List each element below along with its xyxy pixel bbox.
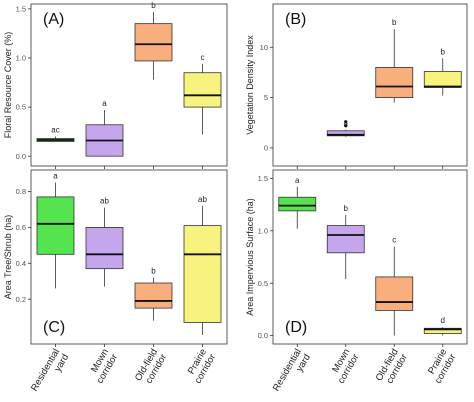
significance-letter: a — [295, 176, 300, 185]
y-tick-label: 0.0 — [258, 331, 268, 340]
x-category-label: Prairiecorridor — [424, 347, 459, 386]
significance-letter: b — [441, 47, 446, 56]
y-tick-label: 1.0 — [258, 226, 268, 235]
panel-frame — [272, 3, 468, 167]
y-axis-label: Area Impervious Surface (ha) — [245, 198, 255, 316]
box-iqr — [85, 227, 124, 270]
y-tick-label: 1.5 — [16, 5, 26, 14]
x-category-label: Old-fieldcorridor — [374, 347, 410, 388]
panel-letter: (D) — [285, 319, 307, 336]
significance-letter: d — [441, 316, 445, 325]
y-tick-label: 0 — [264, 143, 268, 152]
significance-letter: a — [53, 172, 58, 181]
y-tick-label: 0.0 — [16, 152, 26, 161]
box-iqr — [134, 282, 173, 309]
x-category-label: Prairiecorridor — [183, 347, 218, 386]
y-tick-label: 0.5 — [16, 103, 26, 112]
box-iqr — [326, 225, 365, 254]
box-iqr — [423, 71, 462, 88]
significance-letter: c — [201, 53, 205, 62]
x-category-labels: Residentialyard Mowncorridor Old-fieldcorr… — [29, 347, 459, 398]
y-tick-label: 5 — [264, 93, 268, 102]
panel-letter: (A) — [43, 11, 64, 28]
box-iqr — [375, 276, 414, 311]
box-iqr — [183, 72, 222, 108]
y-tick-label: 0.4 — [16, 259, 26, 268]
y-axis-label: Floral Resource Cover (%) — [3, 32, 13, 139]
outlier-point — [344, 124, 348, 128]
panel-frame — [272, 169, 468, 345]
y-tick-label: 0.2 — [16, 295, 26, 304]
significance-letter: a — [344, 119, 349, 128]
y-tick-label: 0.8 — [16, 187, 26, 196]
y-axis-label: Vegetation Density Index — [245, 35, 255, 135]
x-category-label: Residentialyard — [271, 347, 313, 398]
x-category-label: Residentialyard — [29, 347, 71, 398]
panel-c: 0.2 0.4 0.6 0.8 Area Tree/Shrub (ha) (C) a ab b a… — [3, 169, 228, 347]
significance-letter: a — [102, 99, 107, 108]
panel-frame — [30, 3, 228, 167]
significance-letter: ab — [100, 197, 109, 206]
y-tick-label: 0.5 — [258, 279, 268, 288]
x-category-label: Old-fieldcorridor — [133, 347, 169, 388]
y-tick-label: 1.0 — [16, 54, 26, 63]
significance-letter: b — [392, 18, 397, 27]
panel-letter: (C) — [43, 319, 65, 336]
panel-a: 0.0 0.5 1.0 1.5 Floral Resource Cover (%) (A)… — [3, 1, 228, 169]
box-iqr — [326, 130, 365, 137]
y-tick-label: 10 — [260, 43, 268, 52]
panel-letter: (B) — [285, 11, 306, 28]
significance-letter: b — [344, 204, 349, 213]
y-tick-label: 0.6 — [16, 223, 26, 232]
box-iqr — [134, 23, 173, 62]
y-axis-label: Area Tree/Shrub (ha) — [3, 215, 13, 300]
y-tick-label: 1.5 — [258, 174, 268, 183]
x-category-label: Mowncorridor — [85, 347, 120, 386]
significance-letter: ac — [51, 126, 59, 135]
box-iqr — [183, 225, 222, 323]
significance-letter: b — [151, 267, 156, 276]
box-iqr — [36, 196, 75, 255]
box-iqr — [423, 327, 462, 334]
significance-letter: c — [392, 236, 396, 245]
outlier-point — [344, 120, 348, 124]
x-category-label: Mowncorridor — [327, 347, 362, 386]
significance-letter: b — [151, 1, 156, 10]
panel-d: 0.0 0.5 1.0 1.5 Area Impervious Surface (ha)… — [245, 169, 468, 347]
box-iqr — [278, 196, 317, 212]
panel-b: 0 5 10 Vegetation Density Index (B) a b b — [245, 3, 468, 169]
panel-frame — [30, 169, 228, 345]
significance-letter: ab — [198, 195, 207, 204]
box-iqr — [375, 66, 414, 98]
